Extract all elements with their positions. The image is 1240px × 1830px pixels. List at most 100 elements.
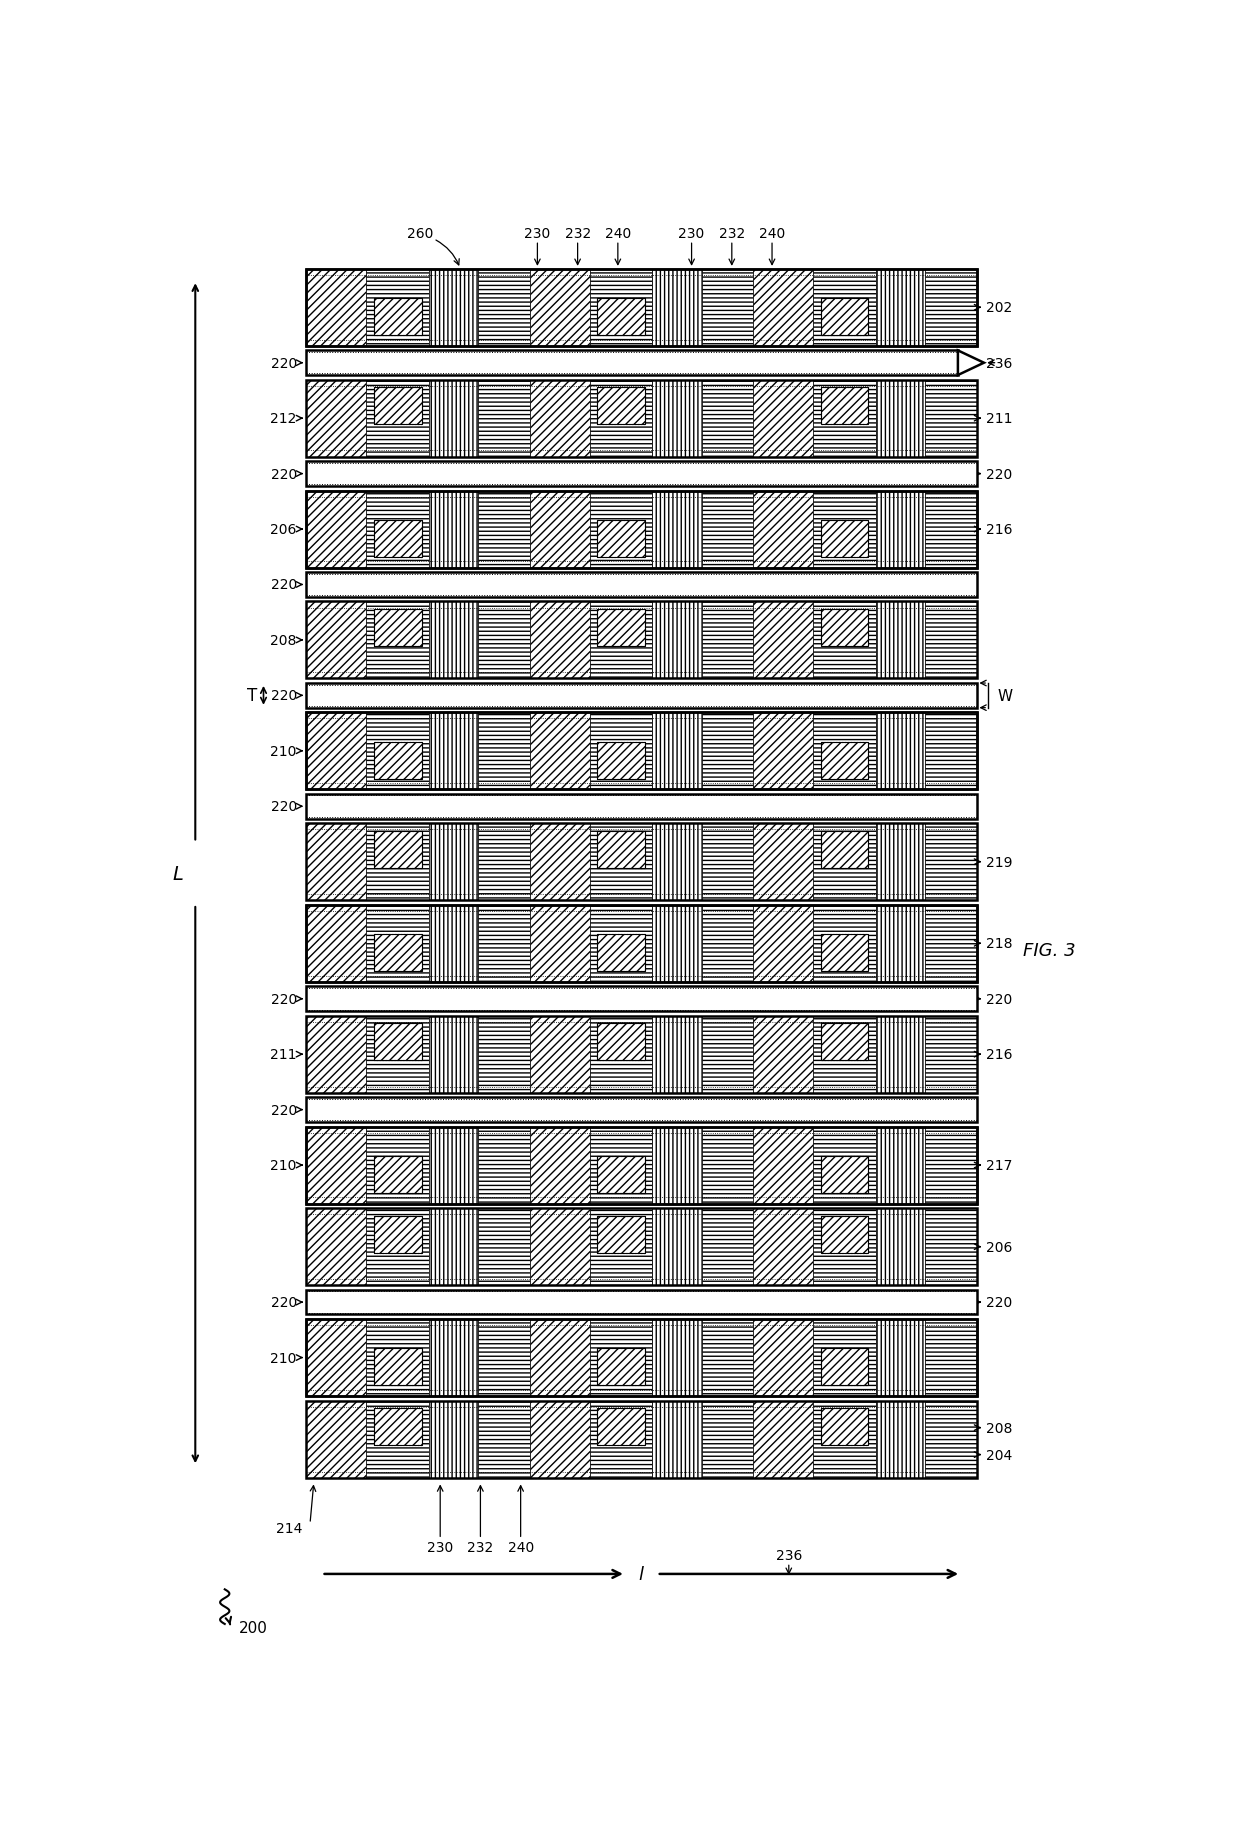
Bar — [306, 381, 977, 458]
Bar — [821, 935, 868, 972]
Text: W: W — [997, 688, 1013, 703]
Bar — [875, 381, 925, 458]
Bar — [306, 1208, 977, 1285]
Bar — [306, 1402, 977, 1479]
Bar — [875, 906, 925, 983]
Bar — [306, 351, 957, 375]
Bar — [479, 1208, 529, 1285]
Bar — [753, 269, 813, 346]
Bar — [652, 602, 702, 679]
Bar — [598, 520, 645, 558]
Bar — [813, 1127, 875, 1204]
Bar — [821, 1023, 868, 1061]
Bar — [813, 490, 875, 569]
Bar — [821, 743, 868, 780]
Bar — [925, 602, 977, 679]
Bar — [925, 1319, 977, 1396]
Bar — [925, 1208, 977, 1285]
Bar — [821, 1157, 868, 1193]
Bar — [306, 1319, 977, 1396]
Bar — [374, 1157, 422, 1193]
Bar — [821, 1023, 868, 1061]
Bar — [479, 1319, 529, 1396]
Bar — [702, 602, 753, 679]
Bar — [813, 381, 875, 458]
Text: 220: 220 — [270, 467, 296, 481]
Bar — [306, 269, 977, 346]
Bar — [374, 1409, 422, 1446]
Bar — [367, 1319, 429, 1396]
Bar — [702, 1319, 753, 1396]
Bar — [821, 388, 868, 425]
Bar — [875, 1319, 925, 1396]
Text: 236: 236 — [775, 1548, 802, 1561]
Bar — [598, 743, 645, 780]
Text: 217: 217 — [986, 1158, 1012, 1173]
Bar — [821, 298, 868, 337]
Bar — [306, 824, 977, 900]
Bar — [590, 906, 652, 983]
Bar — [306, 824, 367, 900]
Bar — [821, 1217, 868, 1254]
Bar — [306, 906, 977, 983]
Bar — [598, 1023, 645, 1061]
Bar — [306, 1127, 977, 1204]
Bar — [821, 935, 868, 972]
Bar — [374, 1349, 422, 1385]
Bar — [479, 1402, 529, 1479]
Bar — [306, 1016, 367, 1093]
Bar — [598, 1349, 645, 1385]
Bar — [590, 490, 652, 569]
Bar — [374, 743, 422, 780]
Text: 220: 220 — [270, 1103, 296, 1116]
Bar — [429, 824, 479, 900]
Bar — [652, 1016, 702, 1093]
Text: 206: 206 — [270, 523, 296, 536]
Text: 220: 220 — [270, 800, 296, 814]
Text: 210: 210 — [270, 1351, 296, 1365]
Text: 216: 216 — [986, 523, 1012, 536]
Bar — [753, 1402, 813, 1479]
Bar — [367, 381, 429, 458]
Bar — [590, 381, 652, 458]
Bar — [813, 269, 875, 346]
Bar — [529, 490, 590, 569]
Bar — [702, 490, 753, 569]
Bar — [306, 906, 977, 983]
Bar — [429, 1402, 479, 1479]
Bar — [429, 1016, 479, 1093]
Text: 260: 260 — [407, 227, 433, 240]
Bar — [590, 1208, 652, 1285]
Bar — [652, 1402, 702, 1479]
Text: 240: 240 — [605, 227, 631, 240]
Text: 219: 219 — [986, 855, 1012, 869]
Bar — [529, 1402, 590, 1479]
Bar — [374, 1217, 422, 1254]
Bar — [702, 824, 753, 900]
Bar — [590, 1319, 652, 1396]
Bar — [306, 602, 367, 679]
Bar — [306, 490, 977, 569]
Bar — [367, 1127, 429, 1204]
Bar — [374, 388, 422, 425]
Bar — [652, 824, 702, 900]
Text: 230: 230 — [525, 227, 551, 240]
Text: 204: 204 — [986, 1448, 1012, 1462]
Text: 211: 211 — [270, 1047, 296, 1061]
Bar — [374, 609, 422, 646]
Bar — [652, 1208, 702, 1285]
Text: 230: 230 — [427, 1541, 454, 1554]
Bar — [529, 1127, 590, 1204]
Text: 214: 214 — [275, 1521, 303, 1535]
Bar — [702, 1208, 753, 1285]
Bar — [598, 609, 645, 646]
Bar — [813, 906, 875, 983]
Bar — [306, 1319, 367, 1396]
Bar — [429, 714, 479, 791]
Text: 240: 240 — [507, 1541, 533, 1554]
Bar — [306, 986, 977, 1012]
Bar — [753, 490, 813, 569]
Bar — [367, 1402, 429, 1479]
Text: 232: 232 — [719, 227, 745, 240]
Bar — [429, 269, 479, 346]
